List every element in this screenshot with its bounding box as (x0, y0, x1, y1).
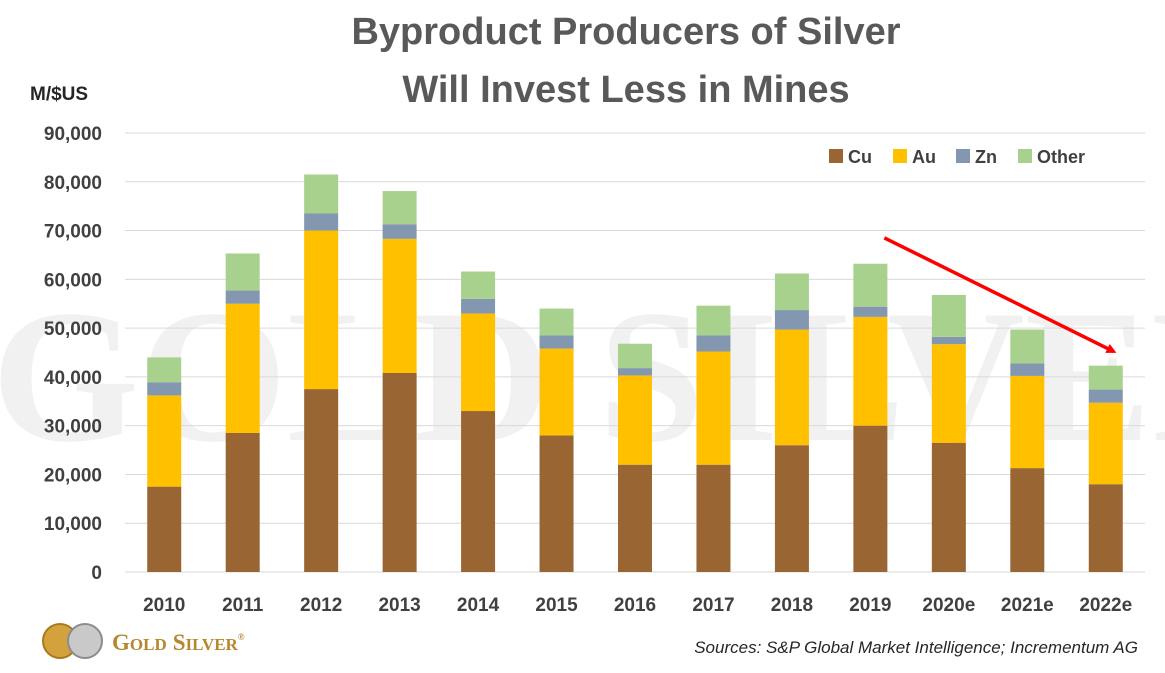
y-tick-label: 20,000 (44, 465, 102, 486)
x-tick-label: 2013 (378, 595, 420, 616)
bar-segment-au (853, 316, 888, 426)
bar-segment-other (461, 271, 496, 299)
y-axis-ticks: 0 10,000 20,000 30,000 40,000 50,000 60,000 70,… (44, 124, 102, 584)
bar-segment-au (1088, 402, 1123, 485)
bar-segment-other (1010, 329, 1045, 364)
legend-swatch-other (1018, 149, 1032, 163)
x-tick-label: 2016 (614, 595, 656, 616)
bar-segment-cu (618, 464, 652, 572)
bar-segment-au (696, 351, 731, 465)
bar-segment-other (696, 305, 731, 336)
y-tick-label: 40,000 (44, 368, 102, 389)
x-tick-label: 2018 (771, 595, 813, 616)
x-tick-label: 2021e (1001, 595, 1054, 616)
source-note: Sources: S&P Global Market Intelligence;… (694, 638, 1138, 657)
bar-segment-cu (853, 425, 888, 572)
bar-segment-au (304, 230, 339, 390)
x-tick-label: 2014 (457, 595, 500, 616)
bar-segment-zn (225, 290, 260, 304)
y-tick-label: 80,000 (44, 173, 102, 194)
bar-segment-au (539, 348, 574, 436)
bar-segment-other (382, 191, 417, 225)
legend: Cu Au Zn Other (829, 147, 1085, 167)
bar-segment-au (461, 313, 496, 412)
x-tick-label: 2012 (300, 595, 342, 616)
bar-segment-other (147, 357, 182, 383)
x-tick-label: 2022e (1079, 595, 1132, 616)
legend-swatch-au (893, 149, 907, 163)
x-tick-label: 2017 (692, 595, 734, 616)
bar-segment-zn (461, 298, 496, 314)
bar-segment-zn (382, 224, 417, 239)
legend-label-au: Au (912, 147, 936, 167)
bar-segment-cu (931, 442, 966, 572)
trend-arrow (883, 236, 1117, 354)
y-tick-label: 30,000 (44, 417, 102, 438)
bar-segment-other (1088, 365, 1123, 390)
x-tick-label: 2015 (535, 595, 578, 616)
bar-segment-au (147, 395, 182, 487)
bar-segment-zn (539, 335, 574, 349)
logo-wordmark: GOLD SILVER® (112, 630, 245, 655)
bar-segment-other (931, 294, 966, 337)
x-tick-label: 2020e (922, 595, 975, 616)
bar-segment-other (774, 273, 809, 311)
bar-segment-other (539, 308, 574, 336)
bar-segment-au (618, 375, 652, 465)
bar-segment-cu (147, 486, 182, 572)
legend-label-cu: Cu (848, 147, 872, 167)
bar-segment-zn (1010, 363, 1045, 376)
bar-segment-cu (304, 389, 339, 572)
bar-segment-zn (1088, 389, 1123, 403)
y-tick-label: 90,000 (44, 124, 102, 145)
bar-segment-zn (774, 310, 809, 330)
bar-segment-zn (696, 335, 731, 352)
bar-segment-au (1010, 375, 1045, 469)
y-tick-label: 70,000 (44, 222, 102, 243)
chart-title-line-1: Byproduct Producers of Silver (351, 11, 900, 53)
x-tick-label: 2019 (849, 595, 891, 616)
bar-segment-cu (539, 435, 574, 572)
bar-segment-au (382, 238, 417, 373)
y-tick-label: 50,000 (44, 319, 102, 340)
bar-segment-cu (225, 432, 260, 572)
bar-segment-zn (931, 336, 966, 345)
bar-segment-other (618, 343, 652, 369)
bar-segment-other (225, 253, 260, 291)
silver-coin-icon (67, 623, 103, 659)
y-tick-label: 10,000 (44, 514, 102, 535)
bar-segment-cu (461, 411, 496, 572)
goldsilver-logo: GOLD SILVER® (42, 623, 245, 659)
bar-segment-other (853, 263, 888, 307)
bar-segment-other (304, 174, 339, 214)
y-tick-label: 60,000 (44, 270, 102, 291)
bars (147, 174, 1123, 572)
bar-segment-cu (1088, 484, 1123, 572)
y-unit-label: M/$US (30, 84, 88, 105)
bar-segment-cu (1010, 468, 1045, 572)
bar-segment-zn (853, 306, 888, 317)
bar-segment-cu (382, 372, 417, 572)
bar-segment-au (931, 344, 966, 443)
x-tick-label: 2011 (222, 595, 264, 616)
legend-swatch-cu (829, 149, 843, 163)
legend-swatch-zn (956, 149, 970, 163)
bar-segment-au (774, 329, 809, 446)
bar-segment-cu (696, 464, 731, 572)
bar-segment-zn (618, 368, 652, 376)
legend-label-zn: Zn (975, 147, 997, 167)
legend-label-other: Other (1037, 147, 1085, 167)
x-axis-ticks: 2010 2011 2012 2013 2014 2015 2016 2017 2018 2019… (143, 595, 1132, 616)
y-tick-label: 0 (91, 563, 102, 584)
bar-segment-zn (304, 213, 339, 231)
bar-segment-au (225, 303, 260, 433)
x-tick-label: 2010 (143, 595, 185, 616)
chart-title-line-2: Will Invest Less in Mines (402, 69, 849, 111)
bar-segment-zn (147, 382, 182, 396)
bar-segment-cu (774, 445, 809, 572)
